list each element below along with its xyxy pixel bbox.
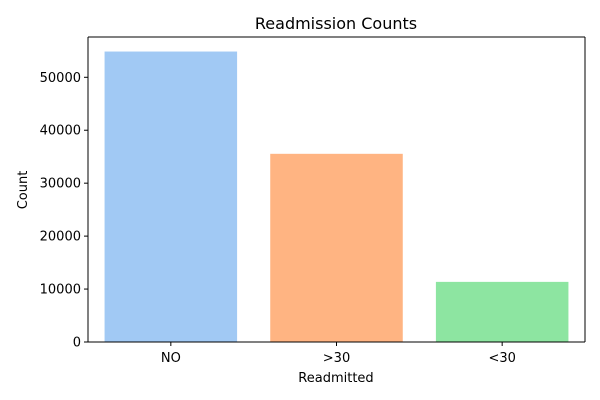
x-tick-label-1: >30 [323, 351, 350, 366]
y-tick-label-5: 50000 [40, 71, 81, 86]
y-tick-label-2: 20000 [40, 230, 81, 245]
plot-frame [87, 36, 586, 343]
bar-2 [435, 281, 569, 342]
bar-1 [270, 153, 403, 342]
chart-title: Readmission Counts [255, 14, 417, 33]
x-tick-label-2: <30 [488, 351, 515, 366]
plot-area [104, 51, 569, 342]
y-tick-label-0: 0 [73, 336, 81, 351]
y-tick-label-4: 40000 [40, 124, 81, 139]
y-tick-label-1: 10000 [40, 283, 81, 298]
y-tick-label-3: 30000 [40, 177, 81, 192]
y-axis: 0 10000 20000 30000 40000 50000 [40, 71, 88, 351]
x-tick-label-0: NO [161, 351, 181, 366]
x-axis-label: Readmitted [298, 371, 373, 386]
y-axis-label: Count [16, 171, 31, 210]
bar-0 [104, 51, 238, 342]
x-axis: NO >30 <30 [161, 342, 516, 366]
